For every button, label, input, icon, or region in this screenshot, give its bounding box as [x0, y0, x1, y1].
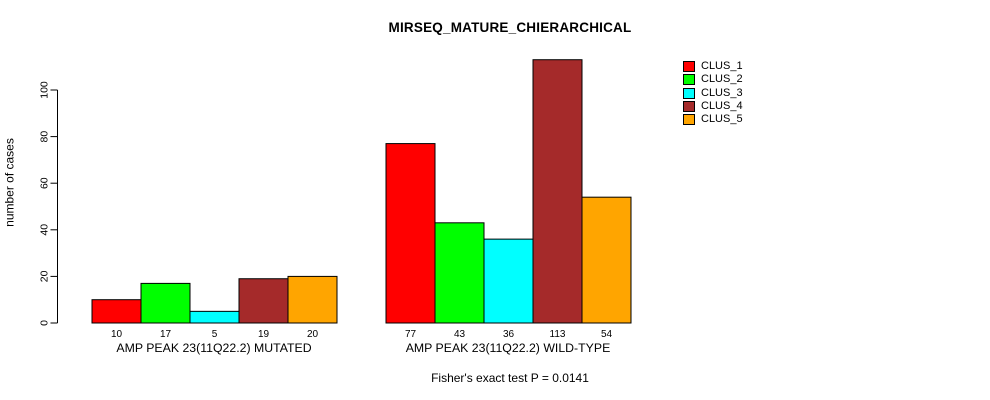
- legend-entry-clus_1: CLUS_1: [683, 60, 743, 73]
- legend-label: CLUS_5: [701, 113, 743, 126]
- bar-clus_3-group2: [483, 238, 534, 324]
- bar-value-label: 54: [601, 329, 613, 340]
- bar-value-label: 36: [503, 329, 515, 340]
- bar-value-label: 17: [160, 329, 172, 340]
- legend-swatch-clus_4: [683, 101, 695, 113]
- legend-swatch-clus_5: [683, 114, 695, 126]
- legend-label: CLUS_4: [701, 100, 743, 113]
- bar-clus_4-group2: [532, 59, 583, 324]
- y-tick-label: 0: [39, 320, 51, 326]
- y-tick-label: 20: [39, 270, 51, 282]
- x-group-label-wild-type: AMP PEAK 23(11Q22.2) WILD-TYPE: [405, 341, 611, 355]
- bar-clus_3-group1: [189, 310, 240, 324]
- bar-clus_5-group1: [287, 275, 338, 324]
- bar-clus_4-group1: [238, 278, 289, 324]
- x-group-label-mutated: AMP PEAK 23(11Q22.2) MUTATED: [116, 341, 312, 355]
- legend-swatch-clus_1: [683, 61, 695, 73]
- fisher-test-annotation: Fisher's exact test P = 0.0141: [431, 371, 589, 385]
- bar-clus_2-group1: [140, 282, 191, 324]
- y-tick-label: 60: [39, 177, 51, 189]
- chart-title: MIRSEQ_MATURE_CHIERARCHICAL: [388, 20, 632, 35]
- y-axis-label: number of cases: [2, 138, 17, 227]
- bar-value-label: 19: [258, 329, 270, 340]
- legend-label: CLUS_1: [701, 60, 743, 73]
- y-tick-label: 80: [39, 131, 51, 143]
- legend-entry-clus_5: CLUS_5: [683, 113, 743, 126]
- y-tick-label: 100: [39, 81, 51, 99]
- bar-value-label: 5: [212, 329, 218, 340]
- bar-value-label: 10: [111, 329, 123, 340]
- bar-clus_2-group2: [434, 222, 485, 324]
- bar-clus_1-group1: [91, 299, 142, 324]
- bar-clus_1-group2: [385, 143, 436, 324]
- legend-entry-clus_4: CLUS_4: [683, 100, 743, 113]
- legend: CLUS_1 CLUS_2 CLUS_3 CLUS_4 CLUS_5: [683, 60, 743, 126]
- bar-value-label: 113: [550, 329, 566, 340]
- y-tick-label: 40: [39, 224, 51, 236]
- bar-value-label: 43: [454, 329, 466, 340]
- legend-label: CLUS_3: [701, 86, 743, 99]
- bar-value-label: 20: [307, 329, 319, 340]
- legend-label: CLUS_2: [701, 73, 743, 86]
- legend-entry-clus_2: CLUS_2: [683, 73, 743, 86]
- bar-value-label: 77: [405, 329, 417, 340]
- legend-swatch-clus_2: [683, 74, 695, 86]
- bar-clus_5-group2: [581, 196, 632, 324]
- legend-entry-clus_3: CLUS_3: [683, 87, 743, 100]
- legend-swatch-clus_3: [683, 87, 695, 99]
